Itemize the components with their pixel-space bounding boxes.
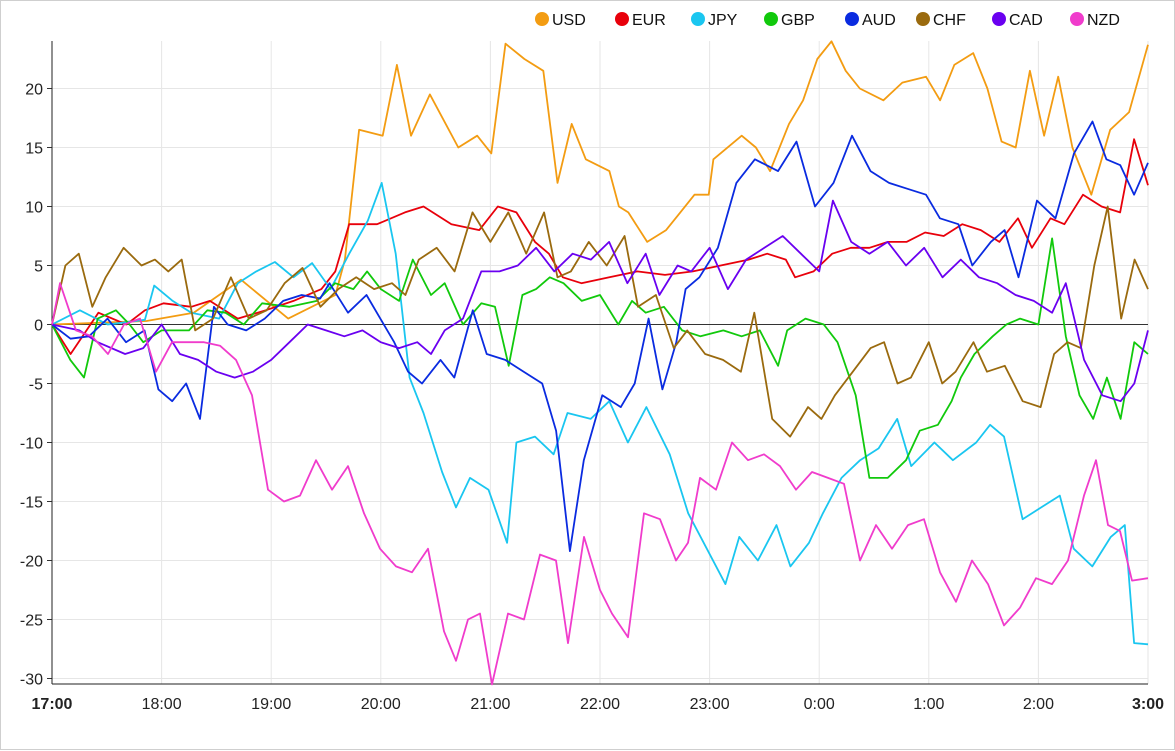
y-tick-label: 20: [25, 82, 43, 99]
legend-item-cad[interactable]: CAD: [992, 12, 1043, 29]
y-tick-label: 5: [34, 259, 43, 276]
y-tick-label: -30: [20, 672, 43, 689]
legend-item-jpy[interactable]: JPY: [691, 12, 738, 29]
x-tick-label: 17:00: [32, 696, 73, 713]
y-tick-label: 10: [25, 200, 43, 217]
y-tick-label: 15: [25, 141, 43, 158]
series-line-usd: [51, 40, 1149, 326]
legend-swatch: [535, 12, 549, 26]
legend-label: AUD: [862, 12, 896, 29]
x-tick-label: 20:00: [361, 696, 401, 713]
x-tick-label: 21:00: [470, 696, 510, 713]
y-tick-label: -5: [29, 377, 43, 394]
y-tick-label: -25: [20, 613, 43, 630]
legend: USD EUR JPY GBP AUD CHF CAD NZD: [535, 12, 1120, 29]
axes: 17:00 18:00 19:00 20:00 21:00 22:00 23:00 0:00 1…: [20, 41, 1164, 713]
legend-item-chf[interactable]: CHF: [916, 12, 966, 29]
series-line-nzd: [51, 282, 1149, 686]
x-tick-label: 0:00: [804, 696, 835, 713]
legend-item-aud[interactable]: AUD: [845, 12, 896, 29]
series-line-chf: [51, 205, 1149, 438]
series-lines: [51, 40, 1149, 686]
legend-swatch: [845, 12, 859, 26]
legend-swatch: [916, 12, 930, 26]
legend-item-usd[interactable]: USD: [535, 12, 586, 29]
y-tick-label: 0: [34, 318, 43, 335]
x-tick-label: 23:00: [690, 696, 730, 713]
x-tick-label: 2:00: [1023, 696, 1054, 713]
legend-item-gbp[interactable]: GBP: [764, 12, 815, 29]
legend-swatch: [691, 12, 705, 26]
legend-swatch: [1070, 12, 1084, 26]
legend-label: EUR: [632, 12, 666, 29]
series-line-jpy: [51, 181, 1149, 646]
legend-item-eur[interactable]: EUR: [615, 12, 666, 29]
legend-label: NZD: [1087, 12, 1120, 29]
series-line-aud: [51, 120, 1149, 552]
legend-swatch: [992, 12, 1006, 26]
series-line-eur: [51, 138, 1149, 355]
legend-label: USD: [552, 12, 586, 29]
y-tick-label: -10: [20, 436, 43, 453]
x-tick-label: 18:00: [142, 696, 182, 713]
legend-swatch: [764, 12, 778, 26]
legend-label: GBP: [781, 12, 815, 29]
x-tick-label: 22:00: [580, 696, 620, 713]
legend-label: JPY: [708, 12, 738, 29]
y-tick-label: -15: [20, 495, 43, 512]
series-line-cad: [51, 199, 1149, 403]
legend-label: CHF: [933, 12, 966, 29]
grid: [52, 41, 1149, 684]
x-tick-label: 3:00: [1132, 696, 1164, 713]
legend-label: CAD: [1009, 12, 1043, 29]
legend-item-nzd[interactable]: NZD: [1070, 12, 1120, 29]
legend-swatch: [615, 12, 629, 26]
series-line-gbp: [51, 237, 1149, 479]
y-tick-label: -20: [20, 554, 43, 571]
x-tick-label: 19:00: [251, 696, 291, 713]
x-tick-label: 1:00: [913, 696, 944, 713]
